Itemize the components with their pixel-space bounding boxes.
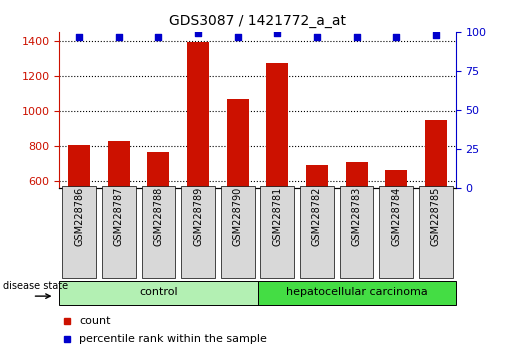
Bar — [425, 120, 447, 287]
FancyBboxPatch shape — [181, 186, 215, 278]
Text: GSM228789: GSM228789 — [193, 187, 203, 246]
Text: GSM228786: GSM228786 — [74, 187, 84, 246]
Bar — [108, 141, 130, 287]
Point — [352, 34, 360, 39]
Text: GSM228782: GSM228782 — [312, 187, 322, 246]
Point — [313, 34, 321, 39]
Bar — [385, 170, 407, 287]
Point — [233, 34, 242, 39]
Text: GSM228784: GSM228784 — [391, 187, 401, 246]
Text: percentile rank within the sample: percentile rank within the sample — [79, 334, 267, 344]
Point — [273, 30, 281, 36]
Title: GDS3087 / 1421772_a_at: GDS3087 / 1421772_a_at — [169, 14, 346, 28]
Bar — [227, 99, 249, 287]
FancyBboxPatch shape — [142, 186, 175, 278]
Text: GSM228787: GSM228787 — [114, 187, 124, 246]
Bar — [346, 162, 368, 287]
FancyBboxPatch shape — [59, 281, 258, 305]
Text: hepatocellular carcinoma: hepatocellular carcinoma — [286, 287, 427, 297]
Text: count: count — [79, 316, 111, 326]
Text: GSM228788: GSM228788 — [153, 187, 163, 246]
Point — [392, 34, 401, 39]
Bar — [68, 145, 90, 287]
Point — [432, 32, 440, 38]
Text: disease state: disease state — [3, 281, 68, 291]
FancyBboxPatch shape — [258, 281, 456, 305]
FancyBboxPatch shape — [62, 186, 96, 278]
Point — [114, 34, 123, 39]
FancyBboxPatch shape — [380, 186, 413, 278]
Text: control: control — [139, 287, 178, 297]
FancyBboxPatch shape — [221, 186, 254, 278]
Text: GSM228790: GSM228790 — [233, 187, 243, 246]
Text: GSM228783: GSM228783 — [352, 187, 362, 246]
Point — [154, 34, 162, 39]
Bar — [306, 165, 328, 287]
Bar — [266, 63, 288, 287]
FancyBboxPatch shape — [300, 186, 334, 278]
Point — [194, 30, 202, 36]
FancyBboxPatch shape — [340, 186, 373, 278]
Bar — [147, 152, 169, 287]
FancyBboxPatch shape — [102, 186, 135, 278]
FancyBboxPatch shape — [419, 186, 453, 278]
Bar — [187, 41, 209, 287]
Text: GSM228781: GSM228781 — [272, 187, 282, 246]
Point — [75, 34, 83, 39]
FancyBboxPatch shape — [261, 186, 294, 278]
Text: GSM228785: GSM228785 — [431, 187, 441, 246]
